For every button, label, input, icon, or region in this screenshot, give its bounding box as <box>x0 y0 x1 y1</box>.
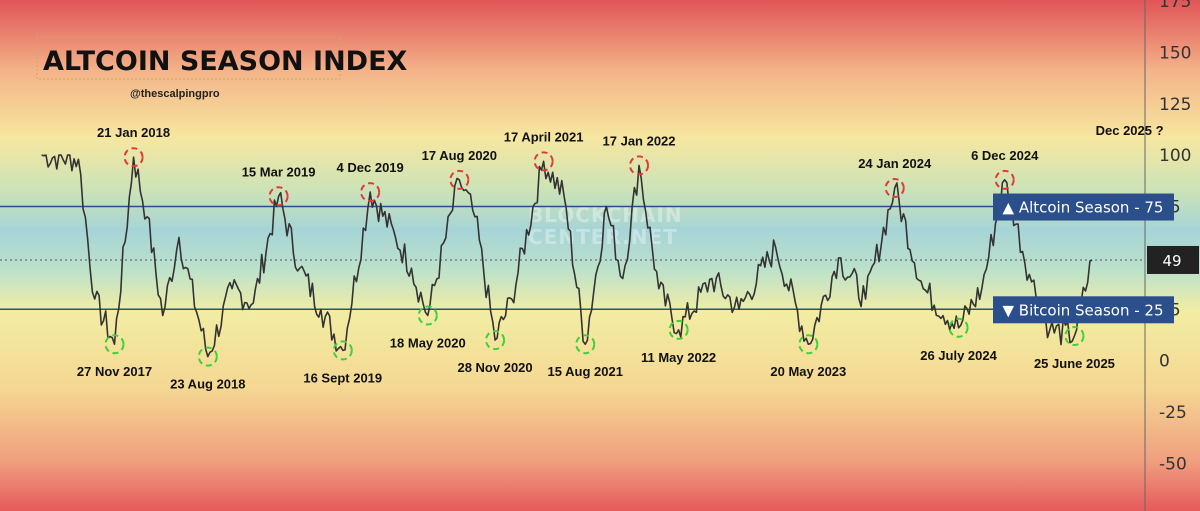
y-tick-label: 100 <box>1159 146 1191 166</box>
date-annotation: 23 Aug 2018 <box>170 377 245 392</box>
date-annotation: 17 Jan 2022 <box>603 133 676 148</box>
date-annotation: 24 Jan 2024 <box>858 156 932 171</box>
date-annotation: 17 Aug 2020 <box>422 148 497 163</box>
date-annotation: 16 Sept 2019 <box>303 370 382 385</box>
date-annotation: 15 Mar 2019 <box>242 164 316 179</box>
y-tick-label: 125 <box>1159 95 1191 115</box>
trough-marker <box>485 330 506 351</box>
chart-subtitle: @thescalpingpro <box>130 88 220 100</box>
y-tick-label: 175 <box>1159 0 1191 12</box>
threshold-lines <box>0 205 1145 311</box>
y-tick-label: -25 <box>1159 403 1187 423</box>
current-value-badge: 49 <box>1147 245 1199 274</box>
trough-marker <box>1064 326 1085 347</box>
current-value-text: 49 <box>1162 252 1181 270</box>
trough-marker <box>948 317 969 338</box>
date-annotation: Dec 2025 ? <box>1096 123 1164 138</box>
peak-marker <box>449 169 470 190</box>
threshold-labels: ▲ Altcoin Season - 75 ▼ Bitcoin Season - … <box>993 193 1174 324</box>
title-frame <box>36 36 341 80</box>
trough-marker <box>575 334 596 355</box>
chart-title-block: ALTCOIN SEASON INDEX @thescalpingpro <box>36 36 408 100</box>
date-annotation: 4 Dec 2019 <box>337 160 404 175</box>
peak-marker <box>268 186 289 207</box>
date-annotation: 27 Nov 2017 <box>77 364 152 379</box>
current-value-badge-box <box>1147 245 1199 274</box>
trough-marker <box>197 346 218 367</box>
date-annotation: 21 Jan 2018 <box>97 125 170 140</box>
date-annotation: 25 June 2025 <box>1034 356 1115 371</box>
trough-marker <box>798 334 819 355</box>
y-tick-label: 150 <box>1159 43 1191 63</box>
trough-marker <box>332 340 353 361</box>
date-annotation: 28 Nov 2020 <box>457 360 532 375</box>
date-annotations: 27 Nov 2017 21 Jan 2018 23 Aug 2018 15 Mar … <box>77 123 1164 391</box>
peak-marker <box>994 169 1015 190</box>
chart-title: ALTCOIN SEASON INDEX <box>43 46 408 77</box>
date-annotation: 11 May 2022 <box>641 350 716 365</box>
peak-marker <box>533 151 554 172</box>
date-annotation: 20 May 2023 <box>770 364 846 379</box>
threshold-label-box <box>993 296 1174 324</box>
date-annotation: 15 Aug 2021 <box>548 364 623 379</box>
peak-marker <box>360 182 381 203</box>
y-tick-label: -50 <box>1159 454 1187 474</box>
trough-marker <box>417 305 438 326</box>
peak-marker <box>884 178 905 199</box>
threshold-label: ▲ Altcoin Season - 75 <box>1003 199 1164 217</box>
y-tick-label: 0 <box>1159 352 1170 372</box>
date-annotation: 18 May 2020 <box>390 335 466 350</box>
peak-marker <box>629 155 650 176</box>
trough-marker <box>668 319 689 340</box>
threshold-label-box <box>993 193 1174 221</box>
date-annotation: 26 July 2024 <box>920 348 997 363</box>
peak-trough-markers <box>104 147 1085 367</box>
index-series-line <box>41 154 1093 358</box>
date-annotation: 6 Dec 2024 <box>971 148 1039 163</box>
threshold-label: ▼ Bitcoin Season - 25 <box>1003 301 1164 319</box>
trough-marker <box>104 334 125 355</box>
date-annotation: 17 April 2021 <box>504 129 584 144</box>
peak-marker <box>123 147 144 168</box>
